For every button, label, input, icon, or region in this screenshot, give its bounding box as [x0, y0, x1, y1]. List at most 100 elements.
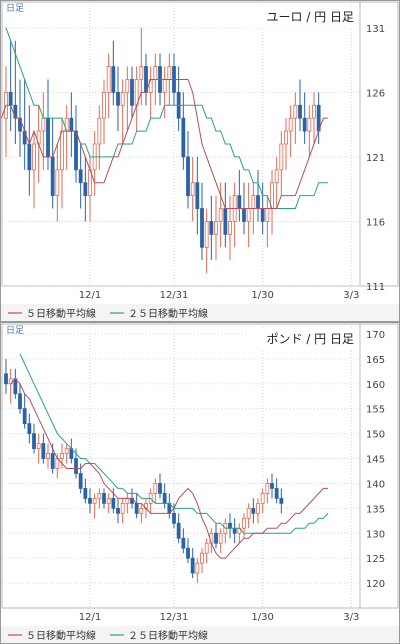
candle-body — [153, 483, 158, 494]
y-tick-label: 120 — [366, 579, 385, 590]
candle-body — [8, 91, 13, 106]
candle-body — [293, 104, 298, 119]
candle-body — [228, 221, 232, 235]
candle-body — [97, 117, 102, 145]
x-tick-label: 3/3 — [343, 290, 359, 301]
candle-body — [116, 507, 120, 514]
period-label: 日足 — [6, 3, 24, 14]
candle-body — [60, 453, 64, 459]
candle-body — [125, 497, 130, 504]
y-tick-label: 125 — [366, 554, 385, 565]
candle-body — [218, 532, 223, 544]
candle-body — [64, 448, 69, 454]
y-tick-label: 121 — [366, 153, 385, 164]
y-tick-label: 160 — [366, 380, 385, 391]
chart-title: ユーロ / 円 日足 — [267, 10, 355, 24]
candle-body — [246, 507, 251, 519]
candle-body — [167, 66, 172, 80]
candle-body — [172, 512, 176, 524]
y-tick-label: 140 — [366, 479, 385, 490]
period-label: 日足 — [6, 325, 24, 336]
candle-body — [134, 502, 139, 514]
candle-body — [251, 195, 256, 209]
candle-body — [130, 79, 134, 106]
candle-body — [265, 483, 270, 494]
candle-body — [74, 458, 78, 474]
legend-strip — [1, 304, 399, 321]
candle-body — [4, 373, 8, 385]
y-tick-label: 145 — [366, 455, 385, 466]
candle-body — [153, 66, 158, 80]
candle-body — [181, 537, 186, 549]
candle-body — [279, 497, 284, 504]
candle-body — [36, 443, 41, 449]
x-tick-label: 12/1 — [79, 290, 101, 301]
candle-body — [41, 117, 46, 132]
candle-body — [106, 497, 111, 504]
legend-label: ２５日移動平均線 — [128, 629, 208, 642]
candle-body — [69, 117, 74, 132]
y-tick-label: 131 — [366, 24, 385, 35]
candle-body — [288, 117, 293, 132]
candle-body — [260, 208, 265, 222]
y-axis-strip — [359, 323, 399, 609]
candle-body — [27, 423, 32, 435]
candle-body — [186, 156, 190, 197]
y-tick-label: 116 — [366, 217, 385, 228]
candle-body — [265, 208, 270, 222]
candle-body — [237, 195, 242, 209]
candle-body — [60, 130, 64, 171]
candle-body — [176, 522, 181, 539]
candle-body — [218, 208, 223, 222]
y-tick-label: 130 — [366, 529, 385, 540]
candle-body — [46, 117, 50, 158]
plot-area — [1, 1, 361, 287]
candle-body — [92, 497, 97, 504]
candle-body — [232, 527, 237, 534]
candle-body — [260, 493, 265, 504]
candle-body — [274, 169, 279, 184]
candle-body — [284, 130, 288, 145]
candle-body — [46, 453, 50, 459]
candle-body — [190, 182, 195, 197]
candle-body — [41, 443, 46, 459]
candle-body — [120, 502, 125, 514]
candle-body — [74, 130, 78, 171]
candle-body — [298, 104, 302, 119]
candle-body — [274, 488, 279, 499]
candle-body — [97, 493, 102, 499]
candle-body — [181, 117, 186, 158]
candle-body — [139, 66, 144, 80]
y-tick-label: 150 — [366, 430, 385, 441]
candle-body — [242, 517, 246, 529]
candle-body — [223, 208, 228, 235]
legend-label: ５日移動平均線 — [26, 307, 96, 320]
y-tick-label: 126 — [366, 88, 385, 99]
candle-body — [195, 562, 200, 574]
candle-body — [162, 493, 167, 504]
title-box — [248, 328, 358, 350]
candle-body — [200, 208, 204, 248]
candle-body — [88, 497, 92, 504]
candle-body — [125, 79, 130, 93]
candle-body — [102, 91, 106, 119]
candle-body — [256, 502, 260, 514]
candle-body — [209, 221, 214, 235]
candle-body — [55, 169, 60, 197]
x-tick-label: 12/31 — [160, 612, 189, 623]
euro-yen-chart-panel: 111 116 121 126 131 12/1 12/31 1/30 3/3 ユーロ / 円 日… — [0, 0, 400, 322]
ma5-line — [10, 378, 328, 559]
candle-body — [302, 117, 307, 132]
candle-body — [102, 493, 106, 504]
candle-body — [195, 182, 200, 209]
pound-yen-chart-panel: 120 125 130 135 140 145 150 155 160 165 170 12/1 12/… — [0, 322, 400, 644]
x-tick-label: 12/31 — [160, 290, 189, 301]
candle-body — [32, 143, 36, 171]
y-tick-label: 165 — [366, 355, 385, 366]
candle-body — [83, 488, 88, 499]
candle-body — [106, 66, 111, 93]
candle-body — [242, 208, 246, 222]
candle-body — [27, 143, 32, 171]
candle-body — [13, 378, 18, 395]
ma5-line — [0, 78, 328, 210]
